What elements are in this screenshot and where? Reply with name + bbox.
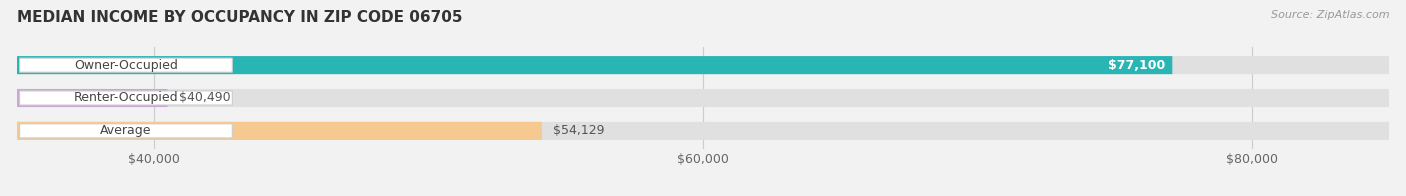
Text: $77,100: $77,100	[1108, 59, 1166, 72]
Text: Source: ZipAtlas.com: Source: ZipAtlas.com	[1271, 10, 1389, 20]
Text: Average: Average	[100, 124, 152, 137]
FancyBboxPatch shape	[17, 122, 1389, 140]
FancyBboxPatch shape	[17, 89, 167, 107]
Text: Renter-Occupied: Renter-Occupied	[73, 92, 179, 104]
Text: Owner-Occupied: Owner-Occupied	[75, 59, 179, 72]
Text: $40,490: $40,490	[179, 92, 231, 104]
FancyBboxPatch shape	[17, 122, 541, 140]
FancyBboxPatch shape	[17, 89, 1389, 107]
Text: $54,129: $54,129	[553, 124, 605, 137]
FancyBboxPatch shape	[20, 124, 232, 138]
FancyBboxPatch shape	[20, 58, 232, 72]
FancyBboxPatch shape	[20, 91, 232, 105]
FancyBboxPatch shape	[17, 56, 1389, 74]
Text: MEDIAN INCOME BY OCCUPANCY IN ZIP CODE 06705: MEDIAN INCOME BY OCCUPANCY IN ZIP CODE 0…	[17, 10, 463, 25]
FancyBboxPatch shape	[17, 56, 1173, 74]
